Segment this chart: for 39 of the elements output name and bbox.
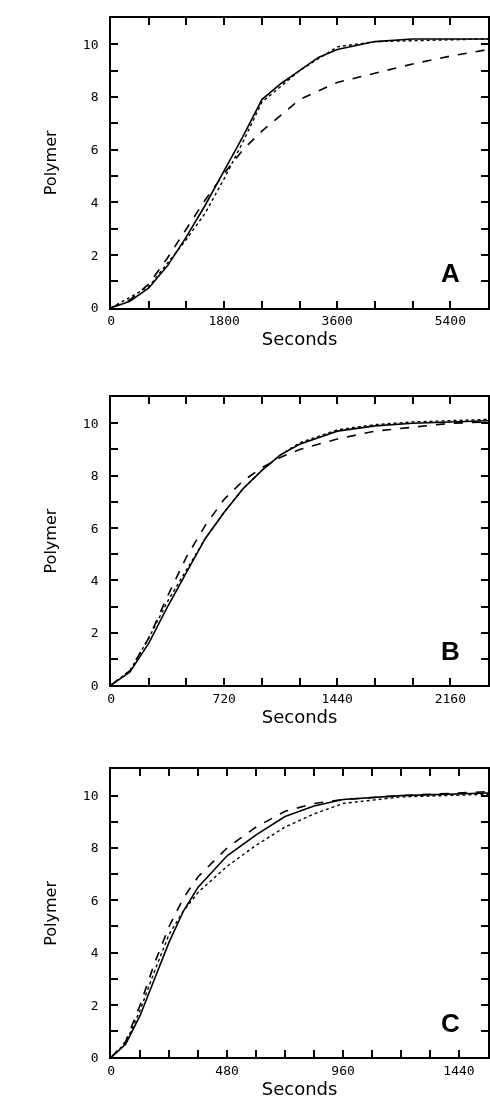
y-tick-label: 8	[90, 840, 99, 856]
annotation: A	[441, 258, 460, 288]
y-tick-label: 0	[90, 300, 99, 316]
y-axis-title: Polymer	[41, 130, 61, 196]
y-tick-label: 2	[90, 997, 99, 1013]
x-axis-title: Seconds	[261, 1077, 338, 1099]
x-tick-label: 0	[107, 690, 116, 706]
y-tick-label: 4	[90, 945, 99, 961]
x-tick-label: 1440	[443, 1062, 475, 1078]
x-tick-label: 1800	[208, 313, 240, 329]
annotation: B	[441, 636, 460, 666]
y-tick-label: 6	[90, 892, 99, 908]
x-tick-label: 5400	[434, 313, 466, 329]
x-tick-label: 3600	[321, 313, 353, 329]
y-tick-label: 8	[90, 89, 99, 105]
y-axis-title: Polymer	[41, 880, 61, 946]
x-tick-label: 480	[215, 1062, 239, 1078]
y-axis-title: Polymer	[41, 508, 61, 574]
x-tick-label: 1440	[321, 690, 353, 706]
annotation: C	[441, 1008, 460, 1038]
y-tick-label: 0	[90, 677, 99, 693]
y-tick-label: 8	[90, 468, 99, 484]
x-axis-title: Seconds	[261, 705, 338, 727]
y-tick-label: 10	[82, 788, 99, 804]
y-tick-label: 0	[90, 1049, 99, 1065]
y-tick-label: 6	[90, 142, 99, 158]
y-tick-label: 10	[82, 36, 99, 52]
y-tick-label: 2	[90, 625, 99, 641]
x-tick-label: 720	[212, 690, 236, 706]
x-tick-label: 0	[107, 1062, 116, 1078]
x-tick-label: 0	[107, 313, 116, 329]
x-tick-label: 2160	[434, 690, 466, 706]
y-tick-label: 6	[90, 520, 99, 536]
x-tick-label: 960	[331, 1062, 355, 1078]
y-tick-label: 2	[90, 247, 99, 263]
x-axis-title: Seconds	[261, 328, 338, 350]
y-tick-label: 4	[90, 572, 99, 588]
y-tick-label: 10	[82, 415, 99, 431]
y-tick-label: 4	[90, 194, 99, 210]
